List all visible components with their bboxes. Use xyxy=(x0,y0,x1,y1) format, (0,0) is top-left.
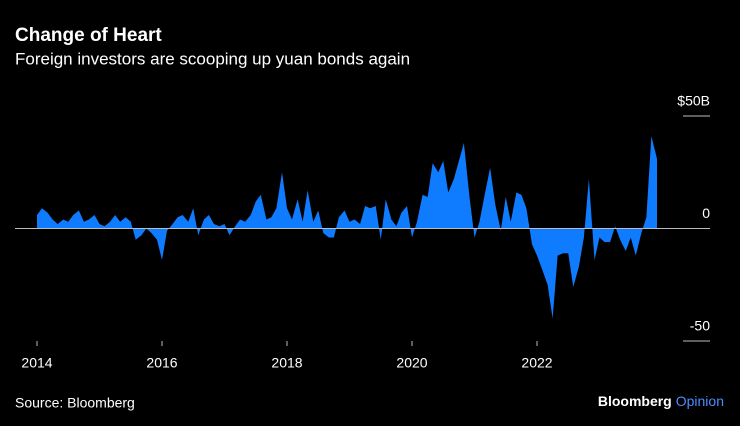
chart-subtitle: Foreign investors are scooping up yuan b… xyxy=(15,49,410,68)
x-tick-label: 2020 xyxy=(396,355,427,371)
y-tick-label: -50 xyxy=(690,318,710,334)
x-tick-label: 2022 xyxy=(521,355,552,371)
y-tick-label: 0 xyxy=(702,205,710,221)
source: Source: Bloomberg xyxy=(15,395,135,411)
x-tick-label: 2016 xyxy=(146,355,177,371)
x-tick-label: 2014 xyxy=(21,355,52,371)
brand: Bloomberg Opinion xyxy=(598,393,724,409)
brand-opinion: Opinion xyxy=(676,393,724,409)
brand-name: Bloomberg xyxy=(598,393,672,409)
x-tick-label: 2018 xyxy=(271,355,302,371)
area xyxy=(37,136,657,319)
y-tick-label: $50B xyxy=(677,93,710,109)
chart-title: Change of Heart xyxy=(15,25,162,46)
